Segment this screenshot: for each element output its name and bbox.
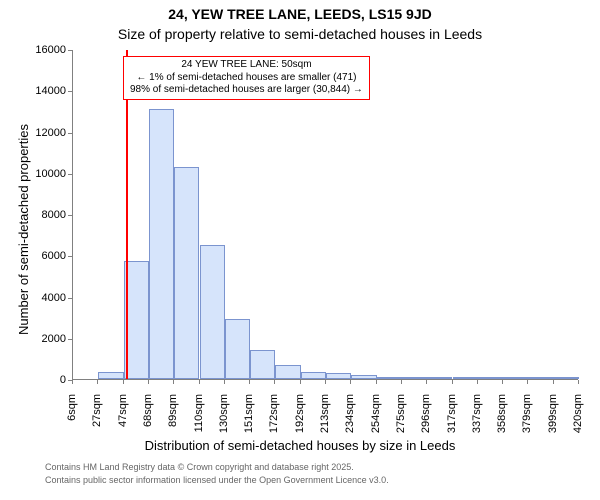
x-tick-mark <box>325 380 326 384</box>
histogram-bar <box>478 377 503 379</box>
histogram-chart: 24, YEW TREE LANE, LEEDS, LS15 9JD Size … <box>0 0 600 500</box>
x-tick-mark <box>224 380 225 384</box>
x-tick-label: 192sqm <box>294 394 306 444</box>
x-tick-label: 358sqm <box>496 394 508 444</box>
x-tick-mark <box>199 380 200 384</box>
histogram-bar <box>301 372 326 379</box>
x-tick-label: 172sqm <box>268 394 280 444</box>
y-tick-label: 8000 <box>30 209 66 221</box>
histogram-bar <box>275 365 300 379</box>
y-axis-label: Number of semi-detached properties <box>16 124 31 335</box>
plot-area: 24 YEW TREE LANE: 50sqm← 1% of semi-deta… <box>72 50 578 380</box>
y-tick-mark <box>68 339 72 340</box>
x-tick-mark <box>376 380 377 384</box>
histogram-bar <box>453 377 478 379</box>
x-tick-label: 151sqm <box>243 394 255 444</box>
x-tick-mark <box>173 380 174 384</box>
y-tick-label: 12000 <box>30 127 66 139</box>
y-tick-mark <box>68 298 72 299</box>
x-tick-label: 317sqm <box>446 394 458 444</box>
histogram-bar <box>174 167 199 379</box>
x-tick-label: 399sqm <box>547 394 559 444</box>
x-tick-label: 234sqm <box>344 394 356 444</box>
histogram-bar <box>503 377 528 379</box>
x-tick-label: 27sqm <box>91 394 103 444</box>
histogram-bar <box>528 377 553 379</box>
y-tick-label: 16000 <box>30 44 66 56</box>
x-tick-mark <box>502 380 503 384</box>
annotation-box: 24 YEW TREE LANE: 50sqm← 1% of semi-deta… <box>123 56 370 100</box>
x-tick-label: 47sqm <box>117 394 129 444</box>
y-tick-label: 0 <box>30 374 66 386</box>
x-tick-label: 6sqm <box>66 394 78 444</box>
x-tick-mark <box>452 380 453 384</box>
annotation-line2: ← 1% of semi-detached houses are smaller… <box>130 72 363 85</box>
x-tick-mark <box>553 380 554 384</box>
histogram-bar <box>554 377 579 379</box>
x-tick-mark <box>123 380 124 384</box>
x-tick-mark <box>477 380 478 384</box>
y-tick-mark <box>68 50 72 51</box>
x-tick-label: 254sqm <box>370 394 382 444</box>
y-tick-mark <box>68 133 72 134</box>
footer-line-1: Contains HM Land Registry data © Crown c… <box>45 462 354 472</box>
y-tick-mark <box>68 91 72 92</box>
histogram-bar <box>402 377 427 379</box>
x-tick-mark <box>578 380 579 384</box>
y-tick-mark <box>68 215 72 216</box>
x-tick-label: 275sqm <box>395 394 407 444</box>
x-tick-mark <box>426 380 427 384</box>
annotation-line3: 98% of semi-detached houses are larger (… <box>130 84 363 97</box>
x-tick-label: 420sqm <box>572 394 584 444</box>
x-tick-label: 296sqm <box>420 394 432 444</box>
x-tick-label: 379sqm <box>521 394 533 444</box>
x-tick-mark <box>401 380 402 384</box>
x-tick-mark <box>274 380 275 384</box>
histogram-bar <box>351 375 376 379</box>
histogram-bar <box>200 245 225 379</box>
histogram-bar <box>250 350 275 379</box>
y-tick-mark <box>68 174 72 175</box>
x-tick-label: 337sqm <box>471 394 483 444</box>
y-tick-label: 2000 <box>30 333 66 345</box>
histogram-bar <box>377 377 402 379</box>
histogram-bar <box>427 377 452 379</box>
annotation-line1: 24 YEW TREE LANE: 50sqm <box>130 59 363 72</box>
x-tick-mark <box>300 380 301 384</box>
histogram-bar <box>98 372 123 379</box>
x-tick-mark <box>527 380 528 384</box>
x-tick-label: 110sqm <box>193 394 205 444</box>
x-tick-mark <box>97 380 98 384</box>
y-tick-label: 6000 <box>30 250 66 262</box>
histogram-bar <box>326 373 351 379</box>
x-tick-label: 89sqm <box>167 394 179 444</box>
x-tick-label: 130sqm <box>218 394 230 444</box>
y-tick-label: 4000 <box>30 292 66 304</box>
histogram-bar <box>149 109 174 379</box>
chart-subtitle: Size of property relative to semi-detach… <box>0 26 600 42</box>
y-tick-label: 10000 <box>30 168 66 180</box>
x-tick-mark <box>249 380 250 384</box>
x-tick-mark <box>350 380 351 384</box>
x-tick-mark <box>72 380 73 384</box>
x-tick-label: 213sqm <box>319 394 331 444</box>
chart-title: 24, YEW TREE LANE, LEEDS, LS15 9JD <box>0 6 600 22</box>
histogram-bar <box>225 319 250 379</box>
y-tick-label: 14000 <box>30 85 66 97</box>
x-tick-label: 68sqm <box>142 394 154 444</box>
y-tick-mark <box>68 256 72 257</box>
x-tick-mark <box>148 380 149 384</box>
footer-line-2: Contains public sector information licen… <box>45 475 389 485</box>
